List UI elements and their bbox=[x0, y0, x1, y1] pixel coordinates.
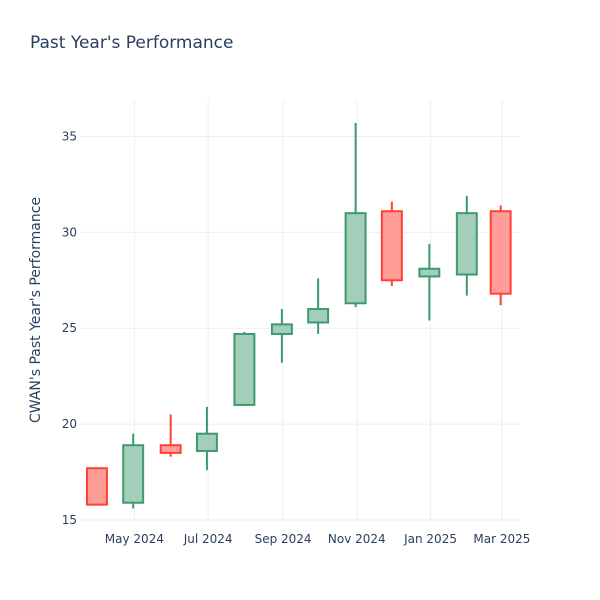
y-tick-label: 25 bbox=[62, 321, 77, 335]
candle-body bbox=[455, 212, 478, 276]
candle-body bbox=[489, 210, 512, 295]
candle-body bbox=[270, 323, 293, 335]
axis-layer: 15 20 25 30 35 May 2024 Jul 2024 Sep 2024 Nov 20… bbox=[28, 129, 530, 546]
candle-body bbox=[233, 332, 256, 406]
y-tick-label: 30 bbox=[62, 225, 77, 239]
y-tick-label: 35 bbox=[62, 129, 77, 143]
x-tick-label: Sep 2024 bbox=[255, 532, 312, 546]
candle bbox=[85, 467, 108, 506]
candle-body bbox=[418, 267, 441, 278]
candle bbox=[122, 433, 145, 509]
x-tick-label: Jan 2025 bbox=[403, 532, 457, 546]
candles-layer bbox=[85, 123, 512, 509]
candle-body bbox=[195, 432, 218, 452]
x-tick-label: Mar 2025 bbox=[473, 532, 530, 546]
candle bbox=[455, 195, 478, 296]
candle bbox=[307, 278, 330, 334]
candle bbox=[195, 406, 218, 471]
candle bbox=[233, 332, 256, 406]
y-axis-title: CWAN's Past Year's Performance bbox=[28, 197, 44, 423]
candle-body bbox=[380, 210, 403, 282]
y-tick-label: 20 bbox=[62, 417, 77, 431]
candle bbox=[344, 123, 367, 308]
x-tick-label: Nov 2024 bbox=[328, 532, 386, 546]
candle bbox=[418, 243, 441, 321]
candle bbox=[380, 201, 403, 287]
candle bbox=[159, 414, 182, 457]
chart-title: Past Year's Performance bbox=[30, 33, 234, 53]
grid-layer bbox=[80, 100, 520, 521]
x-tick-label: Jul 2024 bbox=[183, 532, 233, 546]
candle-body bbox=[307, 308, 330, 324]
candle-body bbox=[344, 212, 367, 305]
candle-body bbox=[122, 444, 145, 504]
candle-body bbox=[85, 467, 108, 506]
candle-body bbox=[159, 444, 182, 454]
x-tick-label: May 2024 bbox=[105, 532, 164, 546]
candle bbox=[270, 309, 293, 363]
y-tick-label: 15 bbox=[62, 513, 77, 527]
candle bbox=[489, 205, 512, 306]
